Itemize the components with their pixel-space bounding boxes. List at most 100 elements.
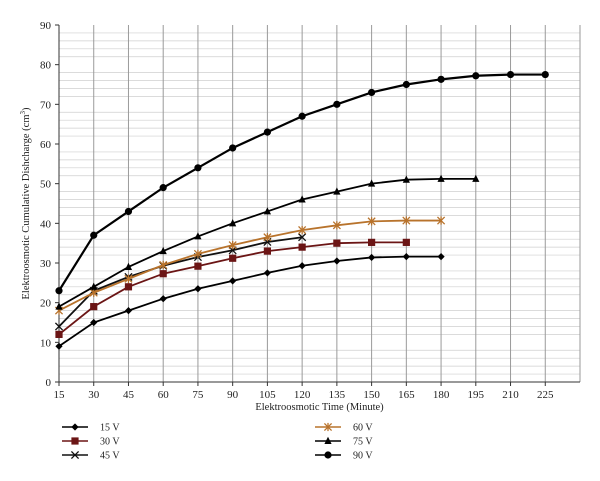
data-point	[472, 72, 480, 80]
x-tick-label: 30	[88, 389, 100, 401]
series-75v	[55, 174, 480, 310]
x-tick-label: 210	[502, 389, 519, 401]
y-tick-label: 70	[40, 99, 52, 111]
y-axis-title-sup: 3	[19, 111, 27, 115]
series-lines	[54, 70, 549, 350]
y-tick-label: 20	[40, 298, 52, 310]
legend-item: 45 V	[62, 451, 120, 462]
x-tick-label: 75	[192, 389, 204, 401]
data-point	[90, 303, 98, 311]
data-point	[159, 295, 167, 303]
data-point	[194, 285, 202, 293]
x-tick-label: 120	[294, 389, 311, 401]
data-point	[124, 283, 133, 291]
data-point	[506, 70, 515, 79]
y-axis-title-end: )	[21, 107, 32, 111]
data-point	[332, 221, 341, 230]
data-point	[541, 70, 549, 79]
y-tick-label: 80	[40, 60, 52, 72]
data-point	[472, 174, 480, 182]
series-15v	[55, 253, 445, 350]
data-point	[368, 253, 376, 262]
data-point	[402, 253, 410, 261]
legend-item: 15 V	[62, 423, 120, 434]
data-point	[55, 302, 63, 310]
data-point	[298, 195, 306, 203]
data-point	[298, 262, 306, 270]
legend-label: 30 V	[100, 437, 120, 448]
x-tick-label: 195	[468, 389, 485, 401]
data-point	[90, 282, 98, 290]
x-tick-label: 150	[363, 389, 380, 401]
data-point	[89, 288, 98, 297]
data-point	[159, 184, 167, 192]
data-point	[437, 174, 445, 182]
data-point	[298, 243, 306, 251]
y-tick-label: 40	[40, 218, 52, 230]
data-point	[368, 238, 376, 246]
x-tick-label: 105	[259, 389, 276, 401]
series-line	[58, 255, 442, 348]
data-point	[228, 241, 237, 250]
legend-label: 90 V	[353, 451, 373, 462]
data-point	[229, 254, 237, 262]
y-tick-label: 10	[40, 337, 52, 349]
data-point	[55, 342, 63, 350]
y-tick-label: 0	[46, 377, 52, 389]
data-point	[229, 277, 237, 285]
data-point	[71, 423, 79, 431]
x-tick-label: 60	[158, 389, 170, 401]
tick-labels: 0 10 20 30 40 50 60 70 80 90 15 30 45 60 75 90 105 120 135…	[40, 20, 554, 401]
data-point	[159, 270, 167, 278]
data-point	[229, 144, 237, 152]
legend-label: 60 V	[353, 423, 373, 434]
y-tick-label: 90	[40, 20, 52, 32]
series-90v	[55, 70, 549, 295]
data-point	[333, 100, 341, 108]
y-tick-label: 30	[40, 258, 52, 270]
legend-item: 30 V	[62, 437, 120, 448]
data-point	[70, 450, 80, 460]
data-point	[298, 225, 307, 235]
x-tick-label: 135	[329, 389, 346, 401]
data-point	[402, 80, 410, 89]
data-point	[368, 88, 376, 97]
data-point	[54, 322, 64, 331]
x-tick-label: 90	[227, 389, 239, 401]
grid	[59, 25, 581, 382]
legend-item: 90 V	[315, 451, 373, 462]
data-point	[263, 233, 272, 242]
legend: 15 V 30 V 45 V 60 V 75 V 90 V	[62, 423, 373, 462]
series-line	[58, 236, 303, 328]
data-point	[263, 128, 271, 136]
data-point	[124, 207, 133, 216]
data-point	[333, 239, 341, 247]
x-tick-label: 225	[537, 389, 554, 401]
y-axis-title-main: Elektroosmotic Cumulative Dishcharge (cm	[21, 115, 32, 300]
legend-label: 75 V	[353, 437, 373, 448]
data-point	[193, 249, 202, 258]
data-point	[263, 247, 271, 255]
data-point	[298, 112, 306, 120]
data-point	[324, 436, 332, 444]
data-point	[124, 274, 133, 283]
x-axis-title: Elektroosmotic Time (Minute)	[255, 402, 384, 413]
data-point	[55, 287, 63, 295]
data-point	[124, 307, 133, 315]
x-tick-label: 165	[398, 389, 415, 401]
x-tick-label: 180	[433, 389, 450, 401]
legend-item: 60 V	[315, 423, 373, 434]
data-point	[402, 175, 410, 183]
data-point	[90, 318, 98, 327]
data-point	[368, 179, 376, 187]
data-point	[194, 232, 202, 240]
data-point	[90, 231, 98, 239]
data-point	[194, 164, 202, 172]
x-tick-label: 15	[54, 389, 66, 401]
data-point	[159, 246, 167, 255]
series-line	[58, 219, 442, 312]
data-point	[71, 437, 79, 445]
data-point	[323, 422, 333, 432]
data-point	[333, 187, 341, 195]
